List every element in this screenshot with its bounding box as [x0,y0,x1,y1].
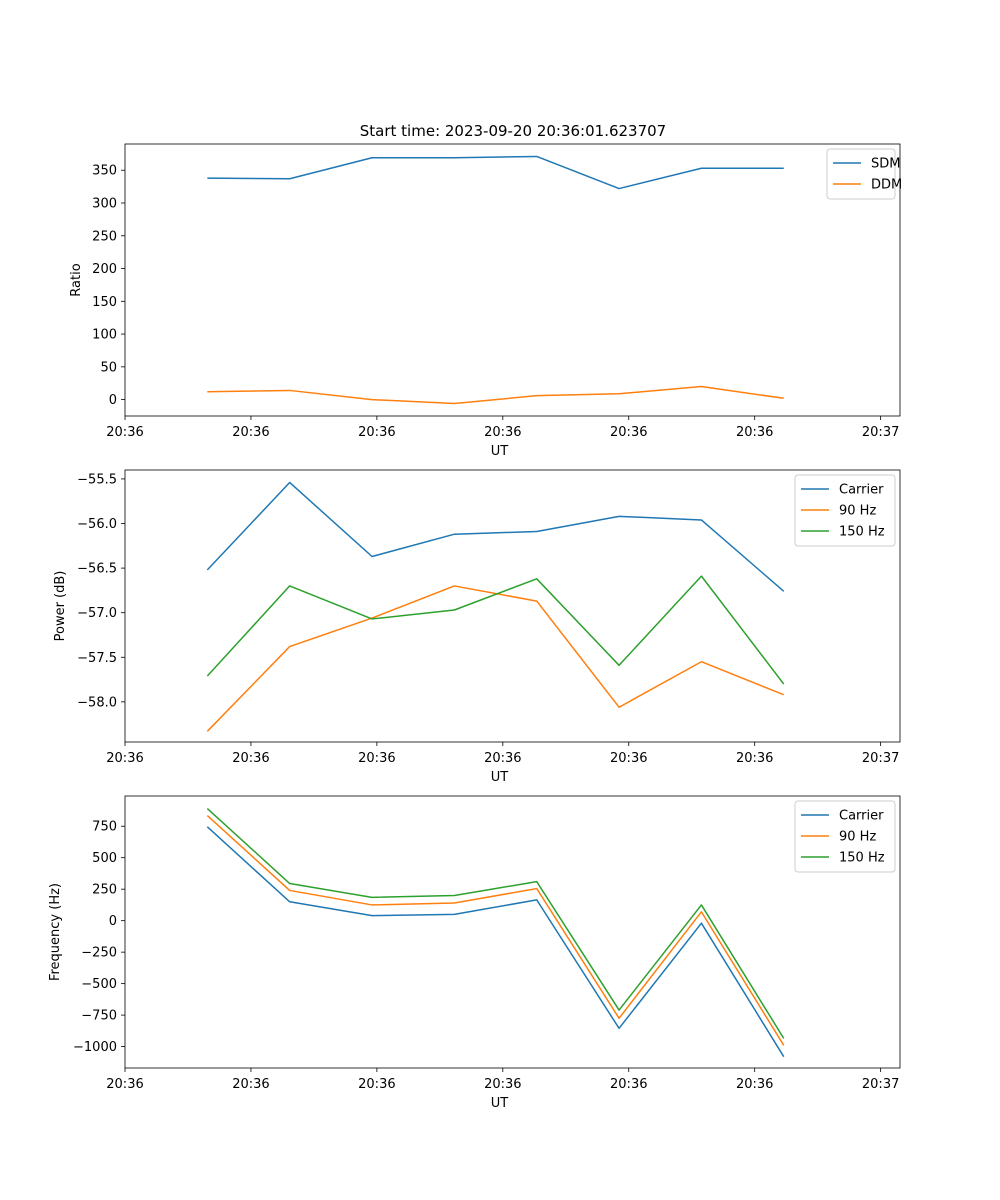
y-tick-label: −1000 [73,1040,117,1055]
legend: Carrier 90 Hz 150 Hz [794,474,896,547]
x-tick-label: 20:36 [358,751,395,766]
x-tick-label: 20:36 [484,751,521,766]
plot-frame [124,795,901,1069]
x-tick-label: 20:36 [610,751,647,766]
y-tick-label: 500 [92,851,117,866]
y-axis-label: Ratio [69,263,84,296]
y-tick-label: 50 [100,360,117,375]
x-axis-label: UT [491,444,509,459]
chart-title: Start time: 2023-09-20 20:36:01.623707 [360,122,666,140]
chart-panel-3: 20:36 20:36 20:36 20:36 20:36 20:36 20:37 −1000… [48,795,901,1111]
chart-panel-1: 20:36 20:36 20:36 20:36 20:36 20:36 20:37 0 50 10… [69,143,902,459]
y-tick-label: 750 [92,820,117,835]
series-line-ddm [207,385,784,405]
y-tick-label: −55.5 [77,472,117,487]
x-tick-label: 20:36 [736,751,773,766]
x-tick-label: 20:36 [232,1077,269,1092]
y-axis-label: Power (dB) [53,571,68,642]
axes-layer: 20:36 20:36 20:36 20:36 20:36 20:36 20:37 0 50 10… [48,143,902,1111]
y-tick-label: 100 [92,328,117,343]
legend-label: SDM [871,157,900,172]
x-tick-label: 20:36 [106,425,143,440]
y-axis-label: Frequency (Hz) [48,883,63,981]
y-tick-label: 0 [109,914,117,929]
series-line-90-hz [206,585,785,732]
x-tick-label: 20:36 [232,751,269,766]
series-line-carrier [206,481,785,592]
legend: Carrier 90 Hz 150 Hz [794,800,896,873]
x-tick-label: 20:36 [358,1077,395,1092]
y-tick-label: 250 [92,229,117,244]
x-tick-label: 20:36 [484,425,521,440]
x-tick-label: 20:36 [106,1077,143,1092]
series-line-carrier [206,826,785,1058]
x-tick-label: 20:36 [232,425,269,440]
legend-label: Carrier [839,809,884,824]
y-tick-label: −57.5 [77,651,117,666]
legend-box [794,800,896,873]
x-tick-label: 20:37 [862,751,899,766]
series-line-90-hz [206,814,785,1046]
chart-panel-2: 20:36 20:36 20:36 20:36 20:36 20:36 20:37 −58.0… [53,469,901,785]
legend: SDM DDM [826,148,902,200]
y-tick-label: −250 [81,946,117,961]
x-tick-label: 20:36 [610,1077,647,1092]
y-tick-label: −500 [81,977,117,992]
legend-label: 150 Hz [839,851,885,866]
series-line-sdm [207,155,784,190]
legend-label: 90 Hz [839,830,876,845]
legend-box [826,148,896,200]
x-tick-label: 20:36 [610,425,647,440]
y-tick-label: 350 [92,164,117,179]
y-tick-label: 150 [92,295,117,310]
x-tick-label: 20:37 [862,1077,899,1092]
legend-label: Carrier [839,483,884,498]
y-tick-label: −750 [81,1009,117,1024]
x-tick-label: 20:36 [106,751,143,766]
x-tick-label: 20:36 [358,425,395,440]
series-line-150-hz [206,575,785,685]
plot-frame [124,143,901,417]
x-tick-label: 20:36 [736,425,773,440]
y-tick-label: −58.0 [77,695,117,710]
legend-label: DDM [871,178,902,193]
legend-box [794,474,896,547]
y-tick-label: 200 [92,262,117,277]
legend-label: 150 Hz [839,525,885,540]
x-tick-label: 20:36 [484,1077,521,1092]
x-tick-label: 20:37 [862,425,899,440]
x-tick-label: 20:36 [736,1077,773,1092]
series-line-150-hz [206,808,785,1039]
plot-frame [124,469,901,743]
y-tick-label: −57.0 [77,606,117,621]
x-axis-label: UT [491,1096,509,1111]
y-tick-label: 250 [92,883,117,898]
y-tick-label: 0 [109,393,117,408]
x-axis-label: UT [491,770,509,785]
y-tick-label: 300 [92,196,117,211]
legend-label: 90 Hz [839,504,876,519]
y-tick-label: −56.5 [77,562,117,577]
y-tick-label: −56.0 [77,517,117,532]
